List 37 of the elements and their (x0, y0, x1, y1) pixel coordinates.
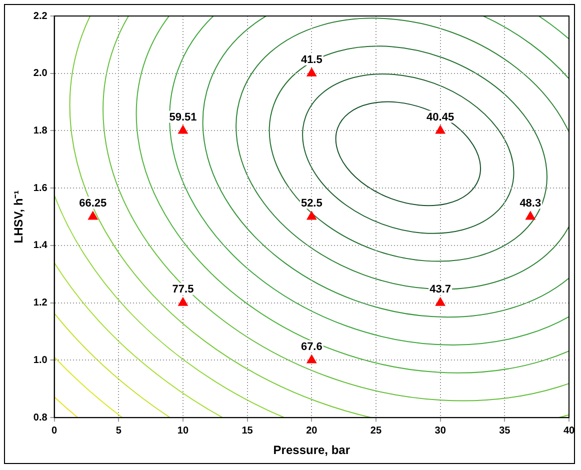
annotation: 67.6 (300, 340, 322, 353)
annotation: 43.7 (430, 283, 452, 296)
x-tick-label: 15 (242, 425, 254, 436)
point (306, 354, 316, 364)
annotation: 40.45 (426, 111, 454, 124)
point (306, 211, 316, 220)
annotation: 52.5 (300, 197, 322, 210)
y-tick-label: 2.2 (33, 10, 48, 22)
annotation: 77.5 (172, 283, 194, 296)
x-tick-label: 25 (370, 425, 382, 436)
x-tick-label: 20 (306, 425, 318, 436)
y-tick-label: 0.8 (33, 412, 48, 424)
point (526, 211, 536, 220)
x-tick-label: 0 (52, 425, 58, 436)
x-tick-label: 35 (499, 425, 511, 436)
x-tick-label: 40 (563, 425, 575, 436)
x-axis-title: Pressure, bar (273, 443, 350, 458)
y-tick-label: 1.4 (33, 240, 48, 252)
point (178, 125, 188, 134)
annotation: 66.25 (79, 197, 107, 210)
x-tick-label: 30 (434, 425, 446, 436)
point (435, 125, 446, 134)
x-tick-label: 5 (116, 425, 122, 436)
x-tick-label: 10 (177, 425, 189, 436)
annotation: 41.5 (300, 54, 322, 66)
y-tick-label: 1.8 (33, 125, 48, 136)
point (306, 68, 316, 76)
y-axis-title: LHSV, h⁻¹ (12, 190, 26, 244)
point (178, 297, 188, 306)
y-tick-label: 2.0 (33, 68, 48, 80)
point (435, 297, 446, 306)
annotation: 59.51 (169, 111, 197, 124)
y-tick-label: 1.2 (33, 298, 48, 309)
y-tick-label: 1.6 (33, 182, 48, 194)
point (88, 211, 98, 220)
y-tick-label: 1.0 (33, 354, 48, 366)
annotation: 48.3 (520, 197, 542, 210)
